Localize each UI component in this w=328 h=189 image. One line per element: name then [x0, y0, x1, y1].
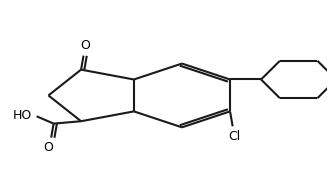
Text: O: O: [80, 39, 90, 52]
Text: Cl: Cl: [228, 130, 240, 143]
Text: HO: HO: [12, 109, 32, 122]
Text: O: O: [44, 141, 53, 154]
